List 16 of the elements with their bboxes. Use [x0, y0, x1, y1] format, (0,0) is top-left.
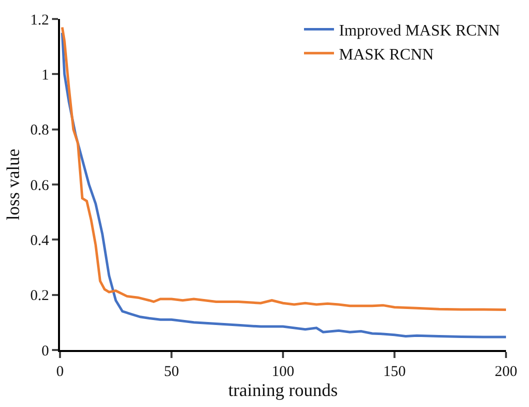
- y-tick-label: 0.2: [30, 288, 49, 304]
- y-tick-label: 0.6: [30, 178, 50, 194]
- x-tick-label: 150: [383, 364, 406, 380]
- x-tick-label: 0: [56, 364, 64, 380]
- legend-label: MASK RCNN: [339, 46, 434, 64]
- y-tick-label: 1.2: [30, 12, 49, 28]
- y-axis-title: loss value: [2, 148, 23, 220]
- x-tick-label: 100: [272, 364, 294, 380]
- y-tick-label: 0.8: [30, 122, 49, 139]
- x-tick-label: 50: [164, 364, 179, 380]
- y-tick-label: 0.4: [30, 232, 50, 249]
- y-tick-label: 1: [42, 67, 49, 84]
- x-tick-label: 200: [494, 364, 518, 380]
- y-tick-label: 0: [42, 343, 49, 360]
- legend-label: Improved MASK RCNN: [339, 22, 500, 40]
- x-axis-title: training rounds: [228, 380, 338, 400]
